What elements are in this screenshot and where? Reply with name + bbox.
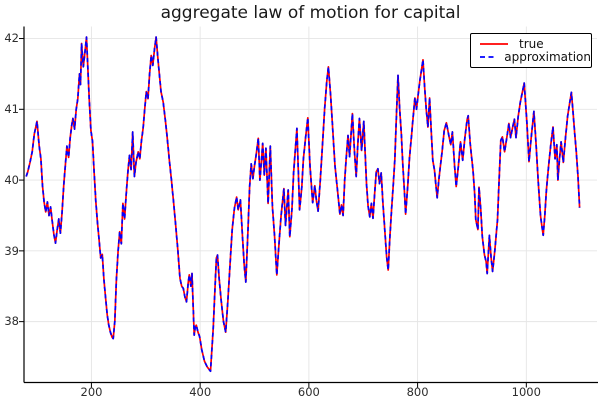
x-tick-label-800: 800 <box>406 385 429 399</box>
legend: true approximation <box>470 33 592 68</box>
y-tick-label-41: 41 <box>4 101 19 116</box>
legend-entry-true: true <box>479 36 591 51</box>
y-tick-label-39: 39 <box>4 243 19 258</box>
legend-label-approximation: approximation <box>504 49 591 64</box>
y-tick-label-42: 42 <box>4 30 19 45</box>
x-tick-label-400: 400 <box>189 385 212 399</box>
y-tick-label-40: 40 <box>4 172 19 187</box>
series-true-line <box>25 36 581 373</box>
legend-line-true-sample-icon <box>480 42 508 45</box>
y-tick-label-38: 38 <box>4 314 19 328</box>
x-tick-label-600: 600 <box>297 385 320 399</box>
chart-title: aggregate law of motion for capital <box>160 3 461 23</box>
x-tick-label-200: 200 <box>80 385 103 399</box>
legend-line-approximation-sample-icon <box>480 55 495 58</box>
x-tick-label-1000: 1000 <box>511 385 541 399</box>
series-approximation-line <box>25 36 581 373</box>
legend-entry-approximation: approximation <box>479 49 591 64</box>
legend-label-true: true <box>519 36 544 51</box>
